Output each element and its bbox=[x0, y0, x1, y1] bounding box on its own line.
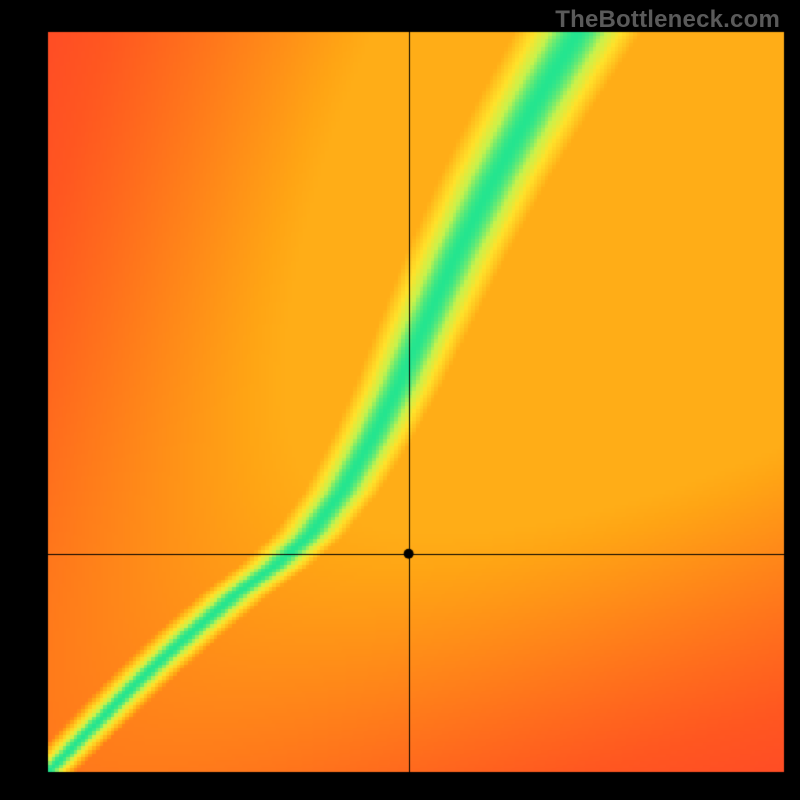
bottleneck-heatmap bbox=[0, 0, 800, 800]
